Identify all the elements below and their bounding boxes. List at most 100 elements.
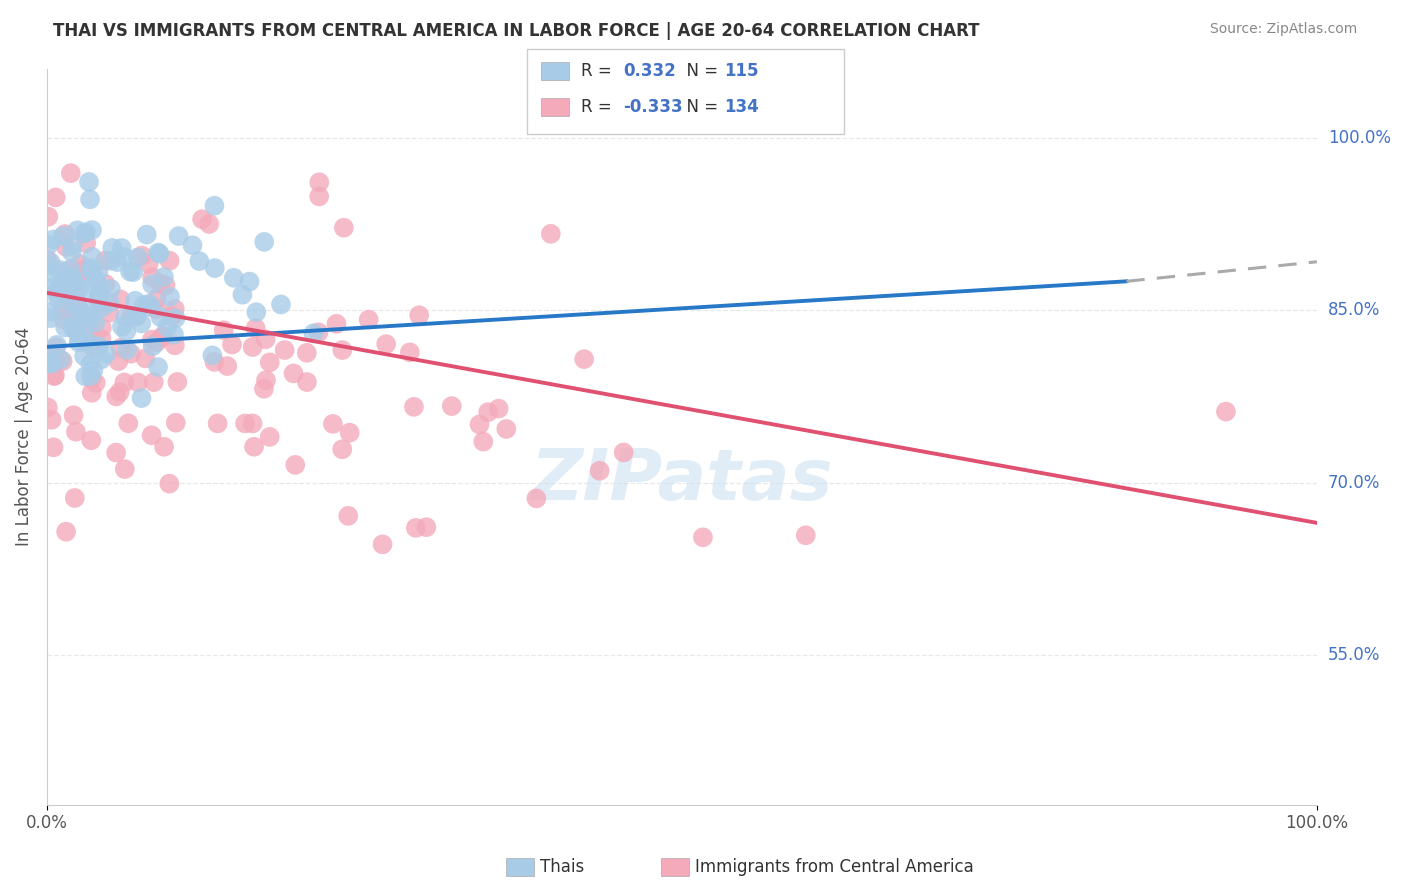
Point xyxy=(83,303,105,318)
Point xyxy=(49,352,72,367)
Point xyxy=(108,293,131,307)
Point xyxy=(794,528,817,542)
Point xyxy=(105,389,128,403)
Point xyxy=(163,338,186,352)
Point xyxy=(80,434,103,448)
Point xyxy=(159,290,181,304)
Text: 55.0%: 55.0% xyxy=(1329,646,1381,665)
Point xyxy=(152,329,174,343)
Point xyxy=(588,464,610,478)
Text: N =: N = xyxy=(676,98,724,116)
Point xyxy=(145,302,167,317)
Point xyxy=(295,346,318,360)
Point xyxy=(477,405,499,419)
Point xyxy=(67,281,90,295)
Point xyxy=(159,253,181,268)
Point xyxy=(77,328,100,343)
Point xyxy=(45,341,67,355)
Point xyxy=(67,333,90,347)
Point xyxy=(357,312,380,326)
Point xyxy=(82,363,104,377)
Point xyxy=(150,330,173,344)
Point xyxy=(66,297,89,311)
Point xyxy=(108,384,131,399)
Point xyxy=(65,283,87,297)
Point xyxy=(273,343,295,357)
Point xyxy=(202,355,225,369)
Point xyxy=(148,245,170,260)
Point xyxy=(692,530,714,544)
Point xyxy=(94,277,117,291)
Point xyxy=(115,343,138,357)
Point xyxy=(1215,404,1237,418)
Point xyxy=(408,308,430,322)
Point xyxy=(41,304,63,318)
Point xyxy=(58,293,80,308)
Point xyxy=(138,257,160,271)
Point xyxy=(79,310,101,325)
Point xyxy=(155,278,177,293)
Point xyxy=(198,217,221,231)
Point xyxy=(141,270,163,285)
Text: Source: ZipAtlas.com: Source: ZipAtlas.com xyxy=(1209,22,1357,37)
Text: Thais: Thais xyxy=(540,858,583,876)
Point xyxy=(330,343,353,357)
Point xyxy=(55,274,77,288)
Point xyxy=(202,199,225,213)
Point xyxy=(73,349,96,363)
Point xyxy=(337,508,360,523)
Point xyxy=(283,367,305,381)
Text: ZIPatas: ZIPatas xyxy=(530,446,834,516)
Point xyxy=(339,425,361,440)
Point xyxy=(62,409,84,423)
Point xyxy=(75,236,97,251)
Point xyxy=(308,326,330,340)
Point xyxy=(62,270,84,285)
Point xyxy=(89,295,111,310)
Point xyxy=(98,295,121,310)
Point xyxy=(69,306,91,320)
Point xyxy=(80,371,103,385)
Point xyxy=(157,476,180,491)
Point xyxy=(302,326,325,341)
Point xyxy=(39,255,62,269)
Point xyxy=(87,339,110,353)
Point xyxy=(127,251,149,265)
Text: 70.0%: 70.0% xyxy=(1329,474,1381,491)
Text: 115: 115 xyxy=(724,62,759,80)
Text: R =: R = xyxy=(581,98,617,116)
Point xyxy=(52,312,75,326)
Point xyxy=(399,345,422,359)
Point xyxy=(35,350,58,364)
Point xyxy=(84,316,107,330)
Point xyxy=(75,310,97,325)
Point xyxy=(242,340,264,354)
Point xyxy=(238,275,260,289)
Point xyxy=(90,332,112,346)
Point xyxy=(52,275,75,289)
Point xyxy=(45,338,67,352)
Point xyxy=(105,445,128,459)
Point xyxy=(62,322,84,336)
Point xyxy=(139,300,162,314)
Point xyxy=(120,310,142,324)
Point xyxy=(122,265,145,279)
Point xyxy=(53,227,76,241)
Point xyxy=(204,261,226,276)
Point xyxy=(165,416,187,430)
Point xyxy=(101,241,124,255)
Point xyxy=(55,240,77,254)
Point xyxy=(111,241,134,255)
Point xyxy=(254,332,277,346)
Point xyxy=(295,375,318,389)
Point xyxy=(80,264,103,278)
Point xyxy=(87,265,110,279)
Point xyxy=(181,238,204,252)
Point xyxy=(149,310,172,325)
Point xyxy=(66,223,89,237)
Point xyxy=(145,292,167,306)
Text: THAI VS IMMIGRANTS FROM CENTRAL AMERICA IN LABOR FORCE | AGE 20-64 CORRELATION C: THAI VS IMMIGRANTS FROM CENTRAL AMERICA … xyxy=(53,22,980,40)
Point xyxy=(41,280,63,294)
Point xyxy=(233,417,256,431)
Point xyxy=(524,491,547,506)
